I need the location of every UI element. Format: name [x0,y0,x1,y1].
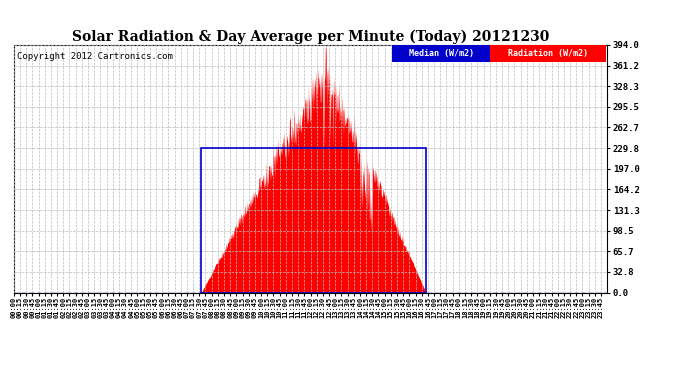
Text: Radiation (W/m2): Radiation (W/m2) [508,49,588,58]
FancyBboxPatch shape [491,45,606,62]
Text: Median (W/m2): Median (W/m2) [409,49,474,58]
FancyBboxPatch shape [393,45,491,62]
Text: Copyright 2012 Cartronics.com: Copyright 2012 Cartronics.com [17,53,172,62]
Bar [201,148,426,292]
Title: Solar Radiation & Day Average per Minute (Today) 20121230: Solar Radiation & Day Average per Minute… [72,30,549,44]
